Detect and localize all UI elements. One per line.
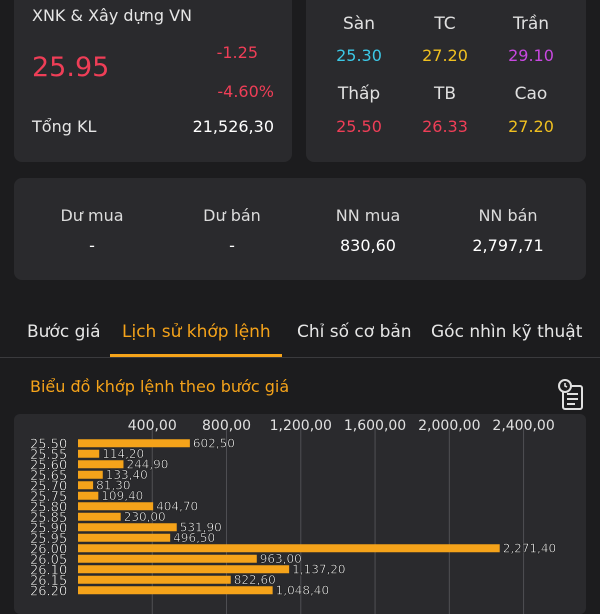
chart-canvas: 400,00 800,00 1,200,00 1,600,00 2,000,00 2,40… [30, 418, 556, 614]
bar-value-label: 133,40 [106, 468, 148, 482]
high-value: 27.20 [508, 117, 554, 136]
y-tick-label: 25.75 [30, 490, 67, 505]
tab-match-history[interactable]: Lịch sử khớp lệnh [122, 322, 271, 342]
bar-value-label: 114,20 [102, 447, 144, 461]
tabs-divider [0, 357, 600, 358]
bar-value-label: 81,30 [96, 478, 130, 492]
average-label: TB [433, 84, 457, 104]
x-tick-label: 400,00 [128, 418, 177, 434]
tab-technical-view[interactable]: Góc nhìn kỹ thuật [431, 322, 583, 342]
bar [78, 502, 154, 511]
total-volume-value: 21,526,30 [192, 117, 274, 136]
foreign-sell-value: 2,797,71 [472, 236, 544, 255]
bar-value-label: 404,70 [156, 499, 198, 513]
y-tick-label: 26.05 [30, 553, 67, 568]
foreign-buy-value: 830,60 [340, 236, 396, 255]
active-tab-indicator [110, 354, 282, 357]
bar [78, 565, 290, 574]
match-volume-chart: 400,00 800,00 1,200,00 1,600,00 2,000,00 2,40… [14, 414, 586, 614]
low-label: Thấp [337, 84, 381, 104]
high-label: Cao [514, 84, 548, 104]
reference-value: 27.20 [422, 46, 468, 65]
bar [78, 449, 100, 458]
bar [78, 481, 94, 490]
y-tick-label: 25.65 [30, 469, 67, 484]
floor-value: 25.30 [336, 46, 382, 65]
x-tick-label: 1,200,00 [270, 418, 332, 434]
bar-value-label: 2,271,40 [503, 541, 556, 555]
calendar-icon[interactable] [556, 377, 586, 411]
x-tick-label: 800,00 [202, 418, 251, 434]
price-change-percent: -4.60% [217, 82, 274, 101]
y-tick-label: 25.55 [30, 448, 67, 463]
bar [78, 491, 99, 500]
reference-label: TC [434, 14, 456, 34]
bar-value-label: 822,60 [234, 573, 276, 587]
bar [78, 439, 190, 448]
y-tick-label: 26.15 [30, 574, 67, 589]
bar-value-label: 109,40 [101, 489, 143, 503]
bar [78, 586, 273, 595]
bar-value-label: 230,00 [124, 510, 166, 524]
y-tick-label: 26.00 [30, 542, 67, 557]
y-tick-label: 26.10 [30, 563, 67, 578]
bar [78, 470, 103, 479]
bar [78, 523, 177, 532]
y-tick-label: 25.50 [30, 437, 67, 452]
total-volume-label: Tổng KL [32, 117, 97, 136]
bar-value-label: 496,50 [173, 531, 215, 545]
ask-surplus-label: Dư bán [203, 206, 261, 225]
bar [78, 544, 500, 553]
x-tick-label: 2,400,00 [492, 418, 554, 434]
y-tick-label: 25.80 [30, 500, 67, 515]
y-tick-label: 25.95 [30, 532, 67, 547]
ask-surplus-value: - [229, 236, 235, 255]
bar-value-label: 602,50 [193, 436, 235, 450]
bar-value-label: 1,048,40 [276, 583, 329, 597]
y-tick-label: 25.70 [30, 479, 67, 494]
bar [78, 554, 257, 563]
y-tick-label: 26.20 [30, 584, 67, 599]
foreign-sell-label: NN bán [478, 206, 538, 225]
x-tick-label: 1,600,00 [344, 418, 406, 434]
y-tick-label: 25.90 [30, 521, 67, 536]
y-tick-label: 25.60 [30, 458, 67, 473]
bar [78, 512, 121, 521]
low-value: 25.50 [336, 117, 382, 136]
bid-surplus-value: - [89, 236, 95, 255]
tab-bar: Bước giá Lịch sử khớp lệnh Chỉ số cơ bản… [0, 300, 600, 358]
foreign-buy-label: NN mua [335, 206, 401, 225]
ceiling-value: 29.10 [508, 46, 554, 65]
bar-value-label: 244,90 [126, 457, 168, 471]
price-range-card: Sàn 25.30 TC 27.20 Trần 29.10 Thấp 25.50… [306, 0, 586, 162]
price-change: -1.25 [216, 43, 258, 62]
bar [78, 575, 231, 584]
bar-value-label: 1,137,20 [292, 562, 345, 576]
quote-card: XNK & Xây dựng VN 25.95 -1.25 -4.60% Tổn… [14, 0, 292, 162]
tab-fundamentals[interactable]: Chỉ số cơ bản [297, 322, 412, 342]
bar [78, 533, 171, 542]
tab-price-steps[interactable]: Bước giá [27, 322, 101, 342]
chart-title: Biểu đồ khớp lệnh theo bước giá [30, 377, 290, 396]
floor-label: Sàn [343, 14, 375, 34]
x-tick-label: 2,000,00 [418, 418, 480, 434]
bar [78, 460, 124, 469]
average-value: 26.33 [422, 117, 468, 136]
stock-name: XNK & Xây dựng VN [32, 6, 192, 25]
y-tick-label: 25.85 [30, 511, 67, 526]
order-flow-card: Dư mua - Dư bán - NN mua 830,60 NN bán 2… [14, 178, 586, 280]
bar-value-label: 531,90 [180, 520, 222, 534]
ceiling-label: Trần [512, 14, 550, 34]
bid-surplus-label: Dư mua [60, 206, 124, 225]
current-price: 25.95 [32, 52, 110, 83]
bar-value-label: 963,00 [260, 552, 302, 566]
